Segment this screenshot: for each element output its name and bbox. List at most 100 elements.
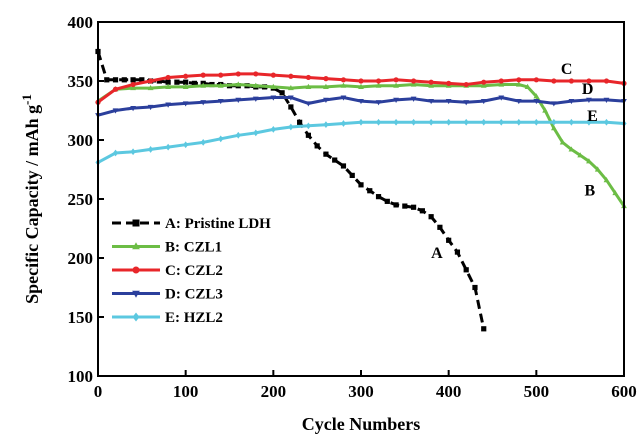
data-point	[358, 98, 364, 105]
data-point	[568, 98, 575, 105]
data-point	[332, 157, 338, 163]
data-point	[305, 132, 311, 138]
data-point	[428, 82, 434, 88]
y-axis-title-main: Specific Capacity / mAh g	[22, 105, 42, 304]
data-point	[463, 81, 469, 88]
y-tick-label: 400	[68, 13, 94, 32]
legend-label: A: Pristine LDH	[165, 216, 271, 232]
legend-item: C: CZL2	[112, 263, 223, 279]
x-tick-label: 600	[611, 382, 637, 401]
data-point	[375, 100, 382, 106]
data-point	[340, 163, 347, 169]
legend-marker	[132, 219, 140, 227]
data-point	[279, 90, 285, 96]
data-point	[182, 101, 189, 107]
y-tick-label: 200	[68, 249, 94, 268]
data-point	[235, 81, 242, 87]
data-point	[288, 73, 294, 79]
data-point	[515, 98, 522, 105]
data-point	[480, 82, 487, 88]
curve-label: C	[561, 61, 573, 78]
data-point	[603, 78, 610, 84]
data-point	[130, 77, 136, 83]
legend-label: D: CZL3	[165, 287, 223, 303]
data-point	[428, 98, 434, 105]
data-point	[130, 148, 136, 156]
legend-label: E: HZL2	[165, 310, 223, 326]
data-point	[358, 118, 364, 126]
data-point	[270, 83, 277, 89]
data-point	[375, 78, 382, 84]
data-point	[253, 129, 259, 137]
data-point	[375, 82, 382, 88]
legend-label: C: CZL2	[165, 263, 223, 279]
data-point	[402, 203, 408, 209]
series-layer	[95, 48, 627, 332]
data-point	[498, 78, 504, 84]
data-point	[393, 82, 399, 88]
data-point	[445, 98, 452, 105]
legend-label: B: CZL1	[165, 240, 222, 256]
data-point	[297, 119, 303, 125]
data-point	[533, 93, 540, 99]
data-point	[559, 139, 566, 145]
data-point	[340, 120, 347, 127]
data-point	[568, 146, 575, 152]
data-point	[603, 118, 610, 126]
y-tick-label: 100	[68, 367, 94, 386]
data-point	[480, 98, 487, 105]
data-point	[165, 74, 171, 81]
data-point	[498, 81, 505, 87]
data-point	[235, 71, 241, 77]
data-point	[253, 71, 259, 77]
data-point	[130, 84, 136, 91]
data-point	[428, 79, 434, 85]
curve-label: A	[431, 245, 443, 262]
data-point	[252, 82, 259, 88]
data-point	[323, 83, 329, 89]
data-point	[410, 81, 417, 87]
x-axis-title: Cycle Numbers	[302, 414, 420, 434]
data-point	[183, 79, 189, 85]
data-point	[200, 138, 206, 146]
y-tick-label: 250	[68, 190, 94, 209]
data-point	[393, 77, 399, 83]
data-point	[112, 86, 119, 92]
data-point	[446, 80, 452, 86]
data-point	[217, 82, 224, 88]
data-point	[139, 77, 145, 83]
data-point	[200, 82, 207, 88]
data-point	[577, 152, 584, 158]
data-point	[515, 81, 522, 87]
data-point	[533, 98, 540, 105]
data-point	[498, 118, 504, 126]
data-point	[551, 125, 557, 131]
data-point	[472, 284, 478, 291]
data-point	[586, 78, 592, 84]
data-point	[428, 118, 434, 126]
data-point	[112, 149, 119, 157]
data-point	[411, 204, 417, 210]
data-point	[594, 166, 601, 172]
data-point	[446, 118, 452, 126]
data-point	[323, 97, 329, 103]
data-point	[410, 96, 417, 102]
data-point	[252, 96, 259, 102]
data-point	[183, 73, 189, 79]
data-point	[235, 97, 242, 103]
legend-marker	[132, 312, 140, 322]
series-line	[97, 120, 625, 164]
data-point	[375, 194, 382, 200]
data-point	[130, 106, 136, 112]
data-point	[516, 118, 522, 126]
data-point	[174, 79, 180, 85]
data-point	[481, 79, 487, 85]
data-point	[218, 135, 224, 143]
data-point	[104, 77, 110, 83]
data-point	[217, 98, 224, 105]
data-point	[375, 118, 382, 126]
data-point	[121, 77, 127, 83]
data-point	[568, 78, 575, 84]
data-point	[165, 79, 171, 85]
